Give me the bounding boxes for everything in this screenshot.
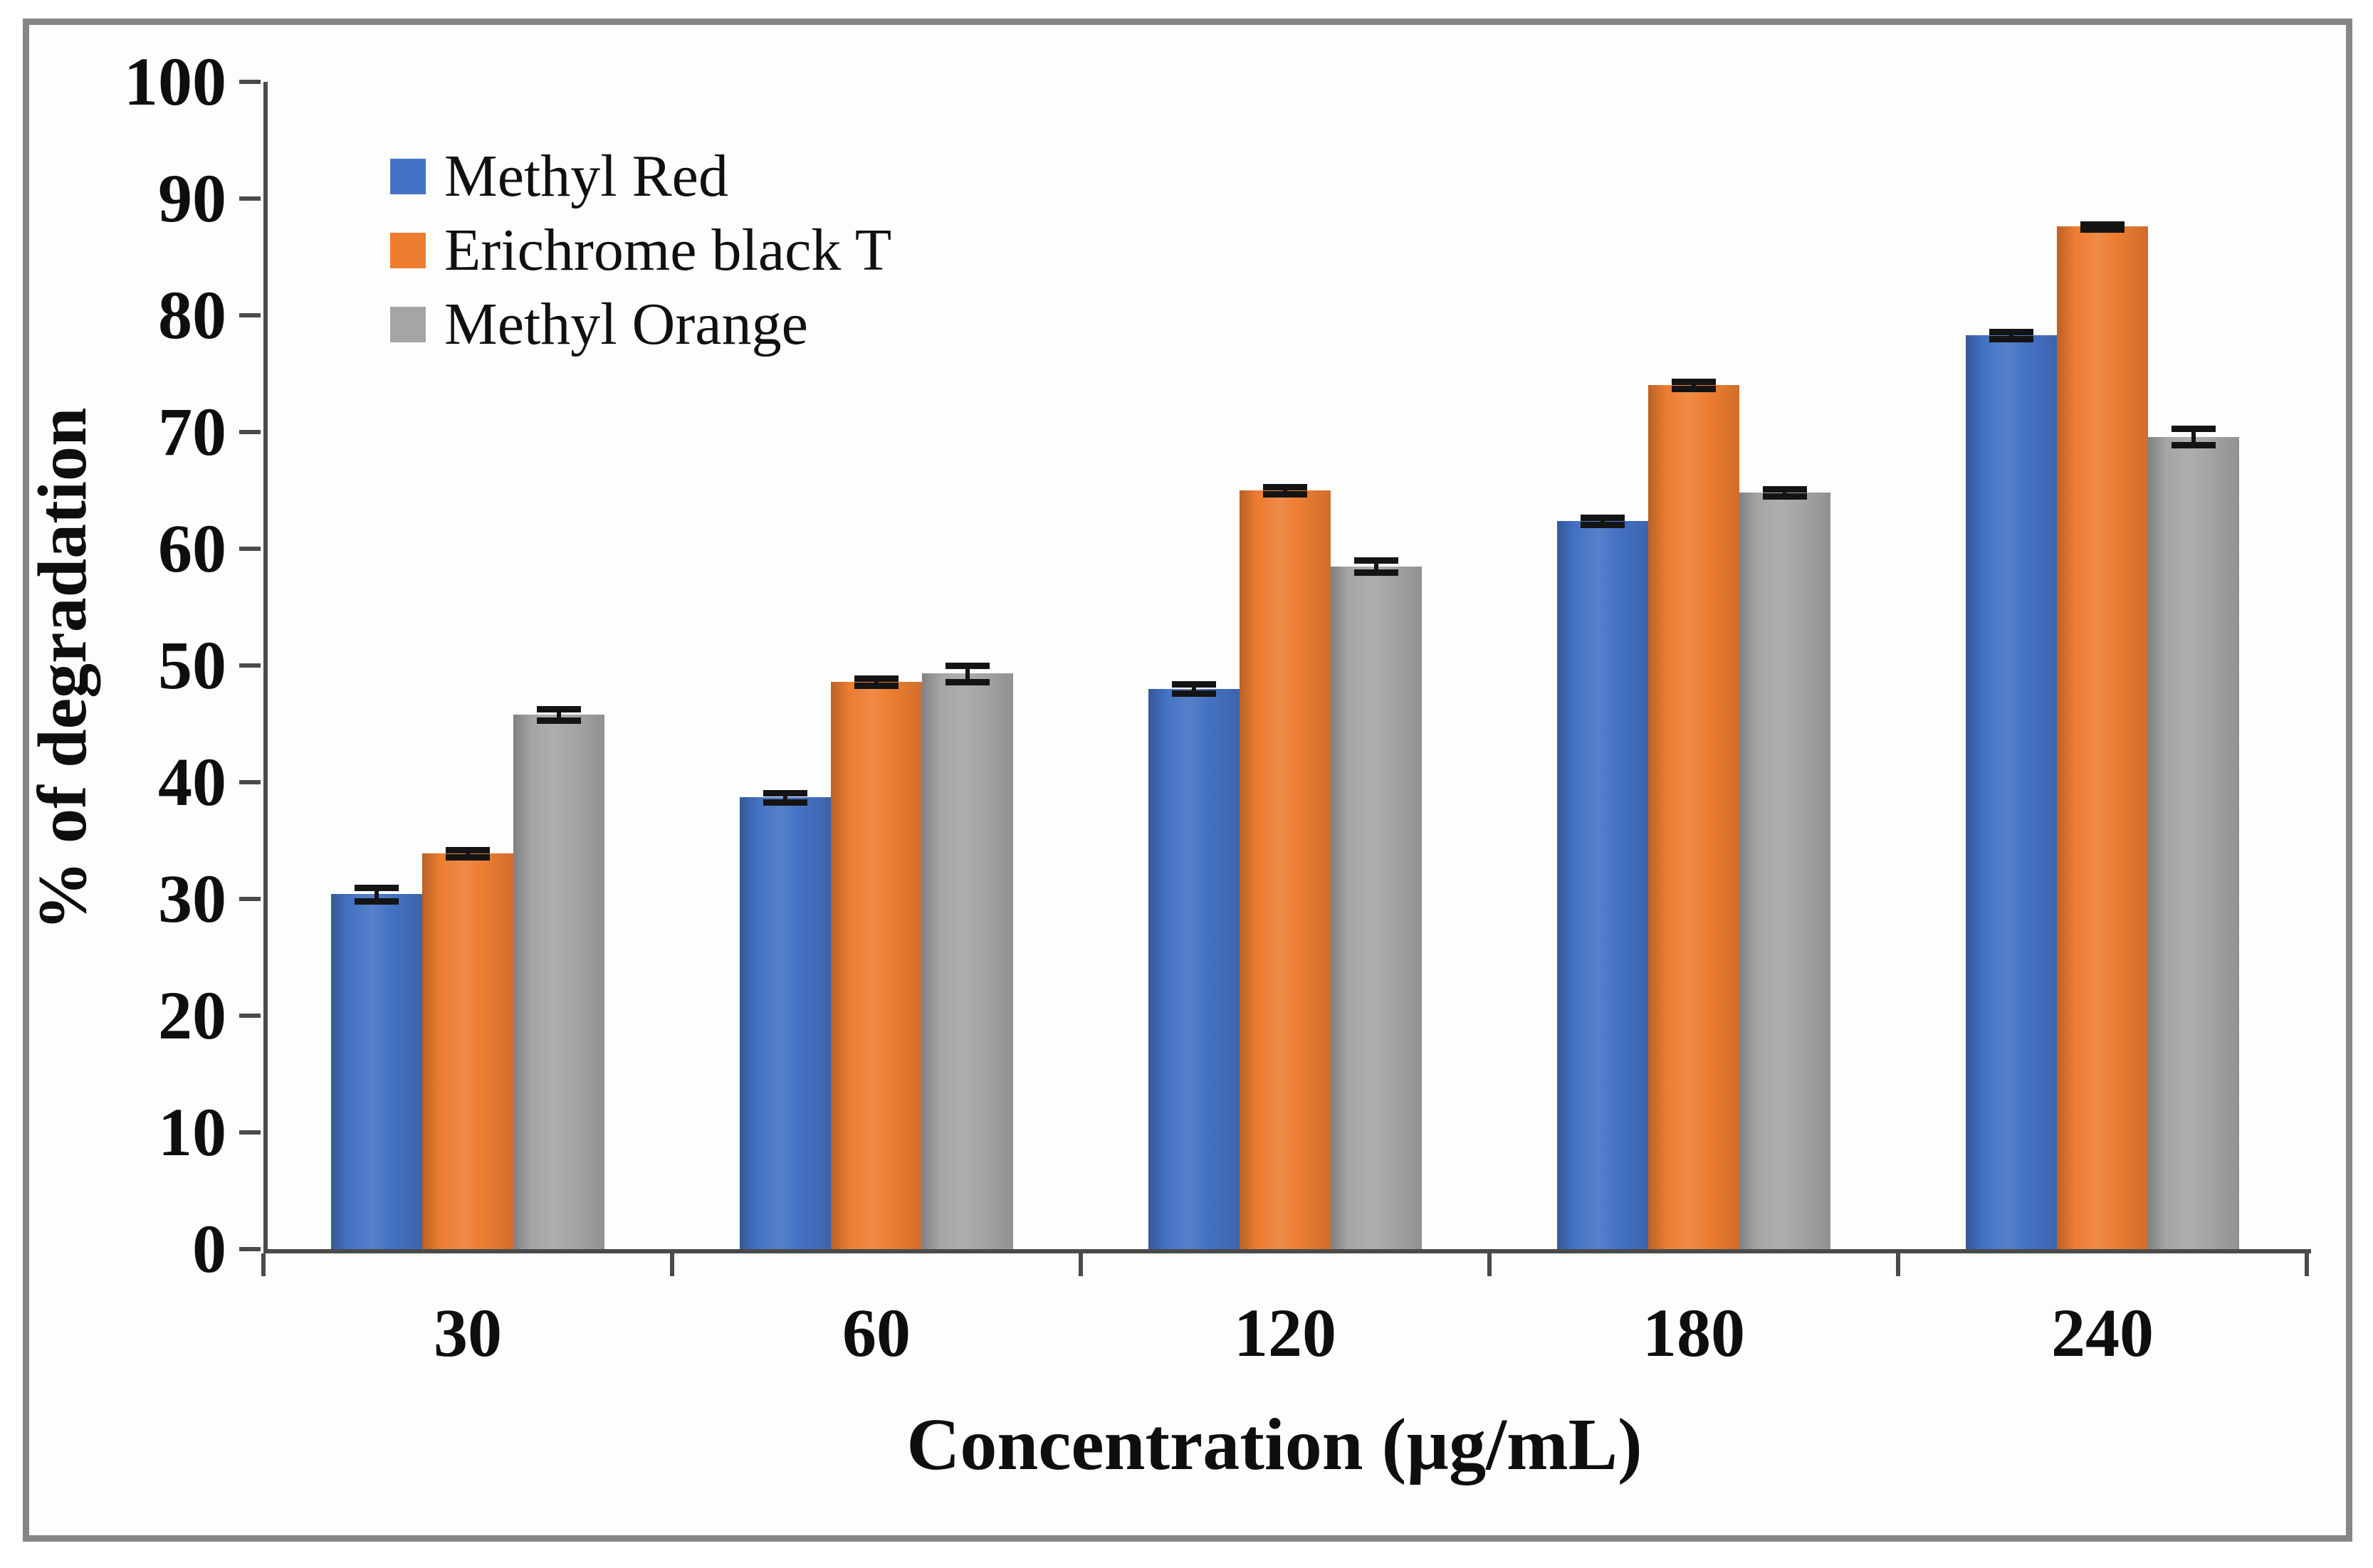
bar-methyl-orange-60 [922,673,1013,1249]
error-bar-cap-bottom [2172,442,2216,449]
error-bar-cap-bottom [854,682,899,689]
bar-erichrome-black-t-240 [2057,226,2148,1249]
error-bar-cap-bottom [1763,493,1807,500]
y-tick [239,897,261,901]
error-bar-cap-top [537,705,581,712]
x-category-label: 120 [1234,1295,1336,1371]
y-tick [239,430,261,434]
error-bar-whisker [1192,684,1196,694]
x-tick [1079,1253,1083,1276]
error-bar-cap-top [1172,681,1216,688]
error-bar-cap-bottom [537,717,581,725]
x-tick [261,1253,266,1276]
x-category-label: 60 [842,1295,911,1371]
plot-area [263,82,2311,1253]
y-tick-label: 50 [158,627,226,703]
y-tick [239,313,261,317]
bar-erichrome-black-t-30 [422,853,513,1249]
bar-methyl-orange-180 [1739,493,1830,1249]
x-category-label: 30 [434,1295,502,1371]
error-bar-whisker [374,887,379,902]
y-tick [239,1130,261,1135]
legend-label: Methyl Orange [444,291,808,357]
y-tick-label: 10 [158,1094,226,1170]
bar-methyl-red-30 [331,894,422,1249]
y-tick-label: 90 [158,160,226,236]
y-tick-label: 60 [158,510,226,586]
y-tick [239,780,261,784]
bar-erichrome-black-t-120 [1240,490,1331,1249]
x-category-label: 240 [2051,1295,2154,1371]
error-bar-cap-bottom [1172,690,1216,698]
error-bar-cap-bottom [2080,226,2125,233]
error-bar-whisker [1374,560,1378,572]
error-bar-cap-top [355,884,399,891]
x-tick [670,1253,674,1276]
y-tick [239,547,261,551]
error-bar-cap-bottom [1263,490,1307,498]
legend-swatch-erichrome-black-t [390,233,426,268]
y-tick-label: 40 [158,744,226,820]
error-bar-cap-top [1989,328,2033,335]
error-bar-cap-top [446,847,490,854]
error-bar-cap-bottom [355,898,399,905]
error-bar-cap-top [1263,484,1307,491]
bar-methyl-orange-30 [513,714,604,1249]
legend-swatch-methyl-orange [390,307,426,342]
error-bar-whisker [557,708,561,721]
bar-methyl-red-60 [740,797,831,1249]
legend-label: Methyl Red [444,143,728,209]
y-tick-label: 80 [158,277,226,353]
error-bar-cap-top [2172,426,2216,433]
bar-erichrome-black-t-180 [1648,385,1739,1249]
bar-methyl-orange-240 [2148,436,2239,1249]
legend-label: Erichrome black T [444,217,892,283]
error-bar-cap-bottom [1581,521,1625,528]
x-category-label: 180 [1643,1295,1745,1371]
error-bar-cap-bottom [1672,386,1716,393]
y-tick-label: 30 [158,861,226,937]
bar-methyl-red-180 [1557,520,1648,1249]
y-tick-label: 100 [124,43,226,120]
x-tick [2305,1253,2309,1276]
error-bar-cap-top [1354,557,1398,564]
error-bar-cap-top [2080,221,2125,228]
legend-item-methyl-orange: Methyl Orange [390,288,891,362]
error-bar-cap-bottom [1989,335,2033,342]
error-bar-whisker [783,792,787,802]
error-bar-cap-top [1581,514,1625,521]
error-bar-cap-top [854,675,899,683]
bar-methyl-red-240 [1966,335,2057,1249]
bar-methyl-red-120 [1148,688,1240,1249]
y-tick-label: 70 [158,394,226,470]
error-bar-cap-bottom [945,678,990,685]
x-tick [1487,1253,1492,1276]
error-bar-cap-top [1672,379,1716,386]
y-tick-label: 20 [158,977,226,1053]
bar-erichrome-black-t-60 [831,681,922,1249]
legend: Methyl Red Erichrome black T Methyl Orange [390,140,891,362]
y-tick-label: 0 [192,1211,226,1287]
y-tick [239,196,261,201]
legend-swatch-methyl-red [390,159,426,194]
error-bar-whisker [965,665,970,682]
bar-methyl-orange-120 [1331,566,1422,1249]
error-bar-whisker [2191,428,2196,446]
error-bar-cap-bottom [763,799,807,806]
legend-item-methyl-red: Methyl Red [390,140,891,214]
error-bar-cap-top [1763,486,1807,493]
y-tick [239,663,261,668]
x-axis-title: Concentration (µg/mL) [906,1404,1643,1485]
error-bar-cap-bottom [446,853,490,861]
error-bar-cap-top [945,663,990,669]
x-tick [1896,1253,1900,1276]
error-bar-cap-bottom [1354,569,1398,576]
y-tick [239,80,261,84]
legend-item-erichrome-black-t: Erichrome black T [390,214,891,288]
error-bar-cap-top [763,789,807,796]
y-tick [239,1247,261,1251]
y-tick [239,1014,261,1018]
